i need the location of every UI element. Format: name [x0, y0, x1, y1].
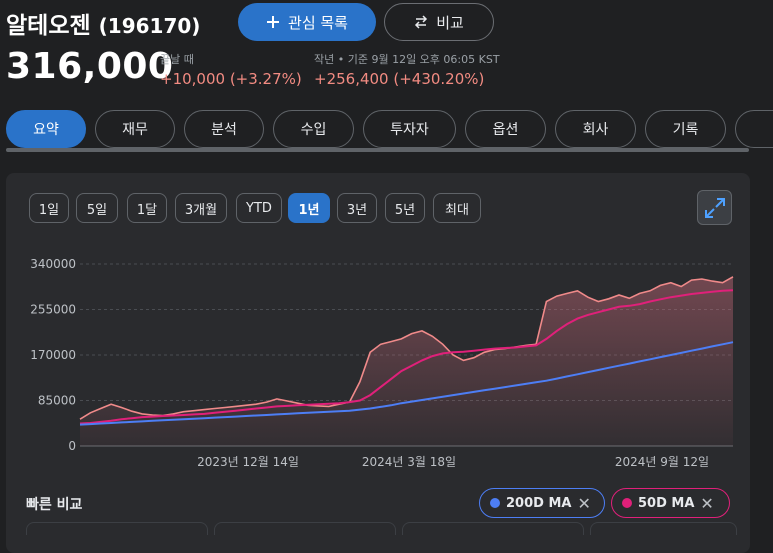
ma50-line	[79, 289, 734, 425]
compare-card[interactable]	[590, 522, 737, 535]
y-tick-label: 170000	[30, 348, 76, 362]
expand-icon	[704, 197, 725, 218]
period-change: +256,400 (+430.20%)	[314, 70, 485, 88]
close-label: 끝날 때	[160, 53, 194, 66]
range-5y[interactable]: 5년	[385, 193, 425, 223]
compare-card[interactable]	[402, 522, 584, 535]
swap-arrows-icon	[415, 15, 428, 29]
current-price: 316,000	[6, 46, 174, 87]
price-chart[interactable]: 340000 255000 170000 85000 0 2023년 12월 14일 20…	[0, 0, 773, 531]
x-tick-label: 2023년 12월 14일	[197, 455, 299, 469]
section-tabs: 요약 재무 분석 수입 투자자 옵션 회사 기록	[6, 110, 773, 148]
watchlist-button[interactable]: 관심 목록	[238, 3, 376, 41]
compare-label: 비교	[436, 13, 464, 32]
compare-button[interactable]: 비교	[384, 3, 494, 41]
compare-card[interactable]	[214, 522, 396, 535]
stock-code: (196170)	[98, 14, 201, 38]
period-label: 작년 • 기준 9월 12일 오후 06:05 KST	[314, 53, 500, 66]
tab-financials[interactable]: 재무	[95, 110, 175, 148]
range-1d[interactable]: 1일	[29, 193, 69, 223]
price-line	[79, 276, 734, 420]
range-max[interactable]: 최대	[433, 193, 481, 223]
tab-options[interactable]: 옵션	[465, 110, 546, 148]
price-area	[80, 276, 733, 446]
chip-50d-ma[interactable]: 50D MA ✕	[611, 488, 730, 518]
y-tick-label: 0	[68, 439, 76, 453]
y-tick-label: 85000	[38, 394, 76, 408]
y-tick-label: 255000	[30, 303, 76, 317]
range-3y[interactable]: 3년	[337, 193, 377, 223]
range-1y[interactable]: 1년	[288, 193, 330, 223]
tab-analysis[interactable]: 분석	[184, 110, 264, 148]
tab-summary[interactable]: 요약	[6, 110, 86, 148]
series-dot-icon	[622, 498, 632, 508]
plus-icon	[267, 16, 280, 28]
range-ytd[interactable]: YTD	[236, 193, 282, 223]
x-tick-label: 2024년 3월 18일	[362, 455, 456, 469]
quick-compare-label: 빠른 비교	[26, 497, 83, 513]
close-icon[interactable]: ✕	[577, 493, 591, 513]
compare-card[interactable]	[26, 522, 208, 535]
x-tick-label: 2024년 9월 12일	[615, 455, 709, 469]
watchlist-label: 관심 목록	[288, 13, 348, 32]
range-3m[interactable]: 3개월	[175, 193, 227, 223]
range-5d[interactable]: 5일	[76, 193, 118, 223]
series-dot-icon	[490, 498, 500, 508]
ma200-line	[79, 341, 734, 426]
y-tick-label: 340000	[30, 257, 76, 271]
stock-name: 알테오젠	[6, 13, 91, 39]
tab-more[interactable]	[735, 110, 773, 148]
tab-earnings[interactable]: 수입	[273, 110, 354, 148]
tab-investors[interactable]: 투자자	[363, 110, 456, 148]
close-icon[interactable]: ✕	[700, 493, 714, 513]
chip-label: 50D MA	[638, 495, 695, 511]
tab-company[interactable]: 회사	[555, 110, 636, 148]
fullscreen-button[interactable]	[697, 190, 732, 225]
tabs-scrollbar[interactable]	[6, 148, 749, 152]
range-1m[interactable]: 1달	[127, 193, 167, 223]
day-change: +10,000 (+3.27%)	[160, 70, 302, 88]
stock-title: 알테오젠 (196170)	[6, 6, 200, 40]
chip-label: 200D MA	[506, 495, 572, 511]
tab-history[interactable]: 기록	[645, 110, 726, 148]
chip-200d-ma[interactable]: 200D MA ✕	[479, 488, 605, 518]
